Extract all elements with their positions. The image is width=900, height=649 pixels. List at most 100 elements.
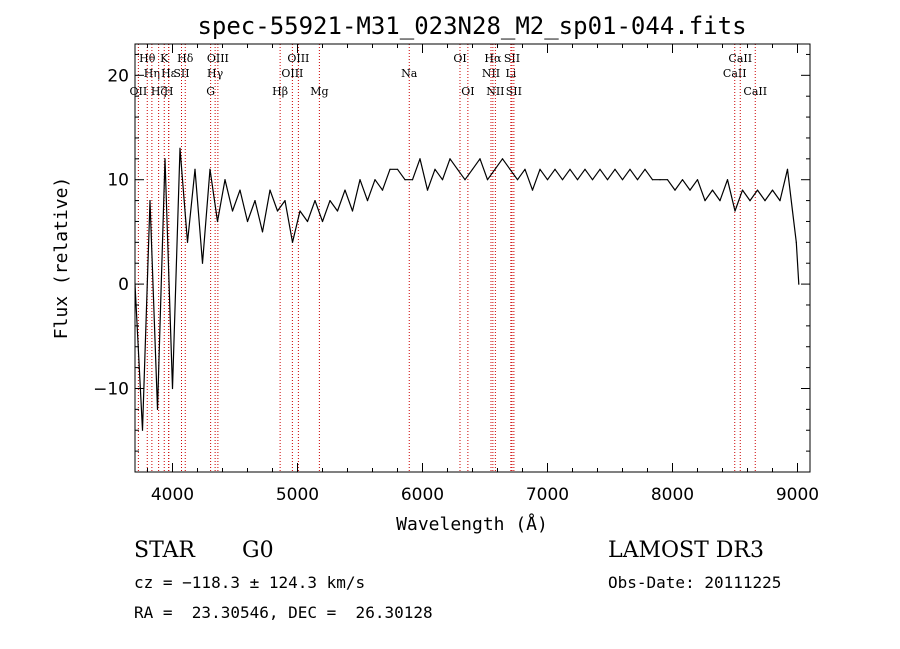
marker-label: Na bbox=[401, 67, 418, 80]
flux-data-point bbox=[299, 210, 301, 212]
survey-name: LAMOST DR3 bbox=[608, 538, 764, 563]
marker-label: SII bbox=[504, 52, 520, 65]
flux-data-point bbox=[261, 231, 264, 233]
marker-label: Hδ bbox=[177, 52, 194, 65]
object-subclass: G0 bbox=[242, 538, 274, 563]
flux-data-point bbox=[246, 220, 249, 223]
flux-data-point bbox=[449, 158, 451, 160]
flux-data-point bbox=[224, 179, 226, 181]
marker-label: OI bbox=[461, 85, 474, 98]
flux-data-point bbox=[291, 241, 294, 243]
flux-data-point bbox=[434, 168, 436, 170]
flux-data-point bbox=[531, 189, 534, 191]
flux-data-point bbox=[389, 168, 391, 170]
marker-label: Mg bbox=[310, 85, 328, 98]
flux-data-point bbox=[509, 168, 511, 170]
marker-label: OIII bbox=[207, 52, 229, 65]
flux-data-point bbox=[171, 387, 174, 390]
flux-data-point bbox=[726, 179, 729, 181]
marker-label: Hγ bbox=[207, 67, 224, 80]
flux-data-point bbox=[374, 179, 376, 181]
flux-data-point bbox=[194, 168, 196, 170]
y-axis-label: Flux (relative) bbox=[51, 177, 72, 340]
flux-data-point bbox=[479, 158, 481, 160]
flux-data-point bbox=[704, 200, 706, 202]
flux-data-point bbox=[674, 189, 676, 191]
spectral-line-markers: OIIHθHηHζKHHεSIIHδGHγOIIIHβOIIIOIIIMgNaO… bbox=[130, 44, 767, 472]
flux-data-point bbox=[186, 241, 189, 243]
flux-data-point bbox=[798, 283, 800, 285]
x-tick-label: 9000 bbox=[776, 485, 819, 505]
flux-data-point bbox=[426, 189, 429, 191]
flux-data-point bbox=[644, 168, 646, 170]
flux-data-point bbox=[141, 429, 144, 431]
marker-label: Hζ bbox=[151, 85, 167, 98]
flux-data-point bbox=[494, 168, 496, 170]
flux-data-point bbox=[276, 210, 279, 212]
flux-data-point bbox=[749, 200, 751, 202]
flux-data-point bbox=[696, 179, 699, 181]
flux-data-point bbox=[179, 147, 181, 149]
flux-series-layer bbox=[135, 147, 800, 431]
flux-data-point bbox=[351, 210, 354, 212]
flux-data-point bbox=[456, 168, 459, 170]
marker-label: OI bbox=[453, 52, 466, 65]
flux-data-point bbox=[576, 179, 579, 181]
flux-data-point bbox=[419, 158, 421, 160]
flux-data-point bbox=[321, 220, 324, 223]
flux-data-point bbox=[584, 168, 586, 170]
flux-data-point bbox=[659, 179, 661, 181]
marker-label: CaII bbox=[728, 52, 752, 65]
flux-data-point bbox=[441, 179, 444, 181]
marker-label: NII bbox=[486, 85, 504, 98]
flux-data-point bbox=[771, 189, 774, 191]
flux-data-point bbox=[756, 189, 759, 191]
x-axis: 4000 5000 6000 7000 8000 9000 bbox=[147, 44, 819, 505]
flux-data-point bbox=[791, 210, 794, 212]
y-axis: −10 0 10 20 bbox=[93, 53, 810, 452]
flux-data-point bbox=[719, 200, 721, 202]
flux-data-point bbox=[209, 168, 211, 170]
marker-label: Hη bbox=[144, 67, 160, 80]
flux-data-point bbox=[741, 189, 744, 191]
flux-data-point bbox=[366, 200, 369, 202]
flux-data-point bbox=[396, 168, 399, 170]
flux-data-point bbox=[254, 200, 256, 202]
obs-date-readout: Obs-Date: 20111225 bbox=[608, 573, 782, 592]
marker-label: Hβ bbox=[272, 85, 288, 98]
x-tick-label: 7000 bbox=[526, 485, 569, 505]
velocity-readout: cz = −118.3 ± 124.3 km/s bbox=[134, 573, 366, 592]
marker-label: SII bbox=[173, 67, 189, 80]
marker-label: H bbox=[164, 85, 174, 98]
marker-label: CaII bbox=[723, 67, 747, 80]
coordinates-readout: RA = 23.30546, DEC = 26.30128 bbox=[134, 603, 433, 622]
flux-data-point bbox=[795, 241, 797, 243]
flux-data-point bbox=[561, 179, 564, 181]
flux-data-point bbox=[329, 200, 331, 202]
flux-data-point bbox=[539, 168, 541, 170]
x-tick-label: 4000 bbox=[151, 485, 194, 505]
chart-title: spec-55921-M31_023N28_M2_sp01-044.fits bbox=[197, 12, 746, 40]
flux-data-point bbox=[381, 189, 384, 191]
flux-data-point bbox=[636, 179, 639, 181]
marker-label: G bbox=[206, 85, 215, 98]
flux-data-point bbox=[284, 200, 286, 202]
x-tick-label: 6000 bbox=[401, 485, 444, 505]
flux-data-point bbox=[516, 179, 519, 181]
flux-data-point bbox=[734, 210, 736, 212]
flux-data-point bbox=[411, 179, 414, 181]
marker-label: SII bbox=[506, 85, 522, 98]
flux-data-point bbox=[201, 262, 204, 264]
marker-label: Hε bbox=[161, 67, 177, 80]
flux-data-point bbox=[216, 220, 219, 223]
flux-data-point bbox=[524, 168, 526, 170]
marker-label: CaII bbox=[743, 85, 767, 98]
flux-data-point bbox=[239, 189, 241, 191]
flux-data-point bbox=[621, 179, 624, 181]
marker-label: Hα bbox=[484, 52, 502, 65]
flux-data-point bbox=[606, 179, 609, 181]
flux-data-point bbox=[269, 189, 271, 191]
flux-data-point bbox=[156, 408, 159, 410]
flux-data-point bbox=[711, 189, 714, 191]
